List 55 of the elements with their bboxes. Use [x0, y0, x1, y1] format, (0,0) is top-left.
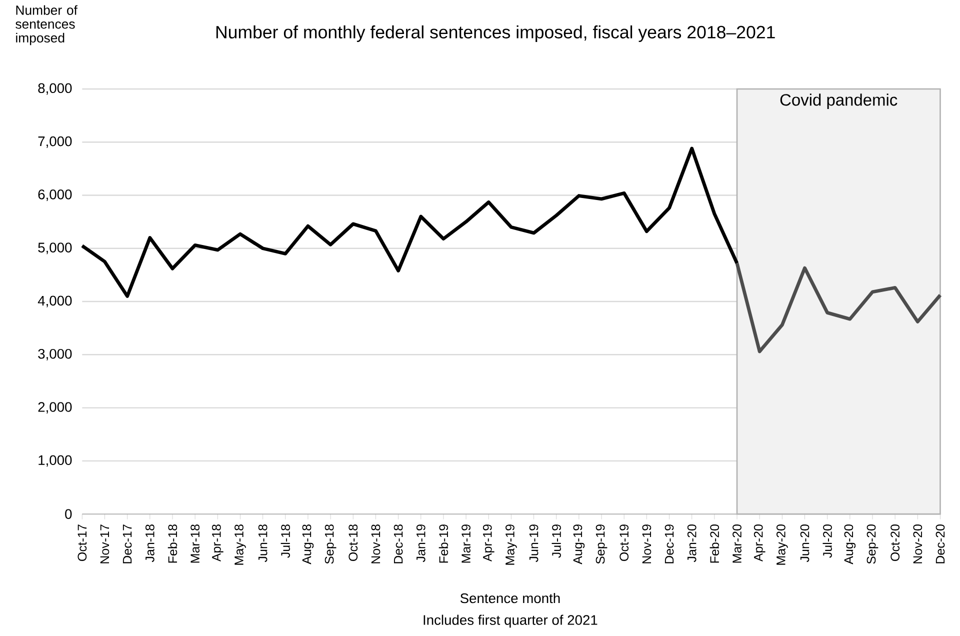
chart-title: Number of monthly federal sentences imposed, fiscal years 2018–2021: [216, 26, 775, 42]
x-tick-label: Nov-19: [642, 524, 652, 564]
x-tick-label: Oct-20: [890, 524, 900, 562]
x-tick-label: Feb-20: [710, 524, 720, 563]
y-tick-label: 3,000: [38, 349, 72, 361]
y-tick-label: 6,000: [38, 190, 72, 202]
x-tick-label: Nov-17: [100, 524, 110, 564]
x-tick-label: Aug-18: [302, 524, 314, 565]
line-series: [735, 262, 942, 354]
band-label: Covid pandemic: [780, 94, 898, 110]
x-tick-label: Oct-19: [620, 524, 629, 562]
x-tick-label: Nov-18: [371, 524, 380, 564]
y-tick-label: 5,000: [38, 242, 72, 254]
y-tick-label: 1,000: [38, 455, 72, 467]
y-tick-label: 2,000: [38, 402, 72, 414]
y-tick-label: 7,000: [38, 136, 72, 148]
x-tick-label: May-18: [234, 524, 246, 565]
y-tick-label: 0: [65, 509, 72, 520]
x-tick-label: Feb-19: [438, 524, 448, 563]
x-tick-label: Dec-20: [936, 524, 945, 564]
x-tick-label: Apr-19: [482, 524, 494, 562]
x-tick-label: May-19: [506, 524, 517, 565]
line-series: [80, 146, 739, 298]
x-tick-label: Oct-17: [78, 524, 87, 562]
x-tick-label: Jan-18: [145, 524, 154, 562]
x-tick-label: Jan-19: [416, 524, 426, 562]
x-tick-label: Jul-20: [822, 524, 832, 558]
y-tick-label: 8,000: [38, 83, 72, 95]
x-tick-label: Oct-18: [348, 524, 358, 562]
x-tick-label: Jul-19: [552, 524, 561, 558]
x-tick-label: Jun-19: [529, 524, 538, 562]
text: Includes first quarter of 2021: [424, 614, 598, 628]
x-tick-label: Jan-20: [687, 524, 696, 562]
x-tick-label: Jun-20: [800, 524, 810, 562]
x-tick-label: Jun-18: [258, 524, 268, 562]
x-tick-label: Feb-18: [168, 524, 178, 563]
x-tick-label: Aug-19: [573, 524, 585, 565]
x-tick-label: May-20: [776, 524, 788, 565]
x-tick-label: Mar-18: [190, 524, 200, 563]
x-tick-label: Sep-19: [596, 524, 608, 564]
x-tick-label: Jul-18: [280, 524, 290, 558]
x-tick-label: Nov-20: [913, 524, 922, 564]
x-tick-label: Aug-20: [844, 524, 856, 565]
y-tick-label: 4,000: [38, 296, 72, 308]
x-tick-label: Apr-18: [212, 524, 224, 562]
x-tick-label: Sep-18: [324, 524, 336, 564]
x-tick-label: Mar-20: [732, 524, 742, 563]
x-axis-title: Sentence month: [460, 593, 560, 604]
x-tick-label: Sep-20: [866, 524, 878, 564]
x-tick-label: Dec-17: [122, 524, 132, 564]
x-tick-label: Apr-20: [754, 524, 766, 562]
y-axis-title: Number of sentences imposed: [16, 5, 78, 46]
x-tick-label: Mar-19: [462, 524, 470, 563]
x-tick-label: Dec-18: [394, 524, 403, 564]
x-tick-label: Dec-19: [664, 524, 674, 564]
